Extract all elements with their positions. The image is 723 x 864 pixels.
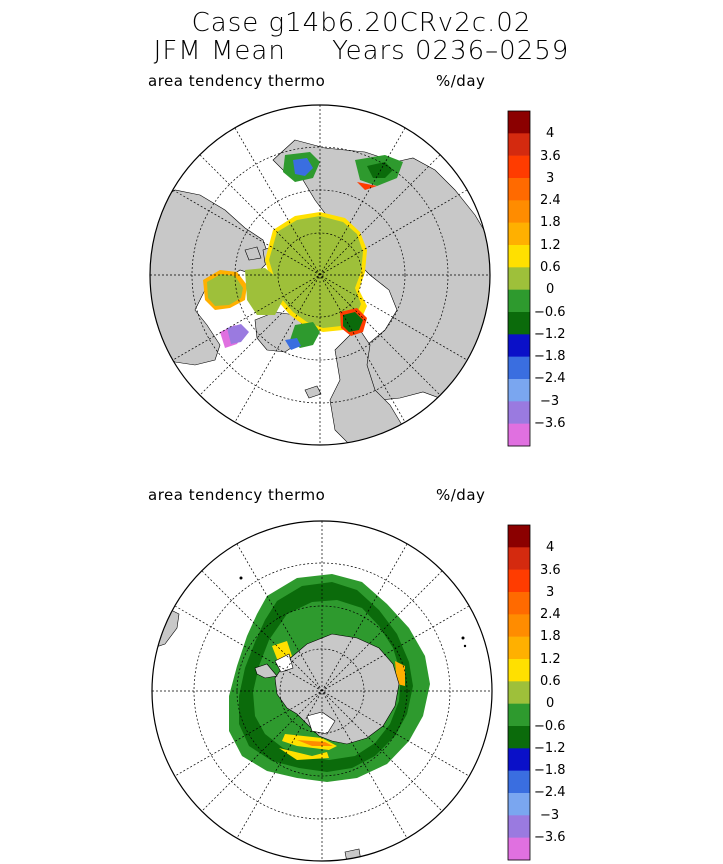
south-cb-label-6: 0.6 (540, 674, 561, 689)
north-cb-label-1: 3.6 (540, 149, 561, 164)
north-colorbar-swatch (508, 200, 530, 223)
north-field-label: area tendency thermo (148, 72, 326, 90)
north-colorbar-swatch (508, 245, 530, 268)
north-cb-label-9: −1.2 (534, 327, 566, 342)
title-line-1: Case g14b6.20CRv2c.02 (191, 8, 532, 38)
north-colorbar-swatch (508, 312, 530, 335)
north-polar-map (149, 104, 491, 446)
south-cb-label-1: 3.6 (540, 563, 561, 578)
north-cb-label-13: −3.6 (534, 416, 566, 431)
north-cb-label-10: −1.8 (534, 349, 566, 364)
south-colorbar-swatch (508, 681, 530, 704)
south-colorbar-swatch (508, 659, 530, 682)
south-colorbar-swatch (508, 703, 530, 727)
south-colorbar-swatch (508, 614, 530, 637)
south-graticule (152, 521, 492, 861)
north-colorbar-swatch (508, 222, 530, 246)
north-graticule (150, 105, 490, 445)
north-cb-label-4: 1.8 (540, 215, 561, 230)
north-colorbar-swatch (508, 356, 530, 380)
south-colorbar-swatch (508, 815, 530, 838)
south-cb-label-5: 1.2 (540, 652, 561, 667)
north-units-label: %/day (436, 72, 486, 90)
north-colorbar-swatch (508, 133, 530, 156)
north-colorbar-swatch (508, 111, 530, 134)
south-field-label: area tendency thermo (148, 486, 326, 504)
north-colorbar-swatch (508, 401, 530, 424)
south-colorbar-swatch (508, 525, 530, 548)
south-cb-label-9: −1.2 (534, 741, 566, 756)
south-colorbar-swatch (508, 837, 530, 861)
north-cb-label-3: 2.4 (540, 193, 561, 208)
north-cb-label-0: 4 (546, 126, 554, 141)
north-colorbar-swatch (508, 178, 530, 201)
north-cb-label-8: −0.6 (534, 305, 566, 320)
north-colorbar-swatch (508, 289, 530, 313)
north-cb-label-5: 1.2 (540, 238, 561, 253)
south-colorbar-swatch (508, 748, 530, 771)
north-colorbar-swatch (508, 267, 530, 290)
north-cb-label-6: 0.6 (540, 260, 561, 275)
south-cb-label-13: −3.6 (534, 830, 566, 845)
south-colorbar-swatch (508, 770, 530, 794)
north-colorbar-swatch (508, 155, 530, 179)
north-colorbar-swatch (508, 379, 530, 402)
south-units-label: %/day (436, 486, 486, 504)
south-colorbar-swatch (508, 547, 530, 570)
south-cb-label-12: −3 (540, 808, 559, 823)
north-ice-field (203, 152, 403, 350)
south-cb-label-0: 4 (546, 540, 554, 555)
north-colorbar-swatch (508, 423, 530, 447)
north-cb-label-11: −2.4 (534, 371, 566, 386)
south-cb-label-3: 2.4 (540, 607, 561, 622)
south-colorbar-swatch (508, 592, 530, 615)
north-colorbar-swatch (508, 334, 530, 357)
north-cb-label-2: 3 (546, 171, 554, 186)
south-colorbar-swatch (508, 569, 530, 593)
north-cb-label-7: 0 (546, 282, 554, 297)
south-cb-label-7: 0 (546, 696, 554, 711)
south-polar-map (151, 520, 493, 862)
south-colorbar-swatch (508, 636, 530, 660)
south-colorbar: 4 3.6 3 2.4 1.8 1.2 0.6 0 −0.6 −1.2 −1.8… (507, 524, 566, 861)
south-cb-label-10: −1.8 (534, 763, 566, 778)
south-colorbar-swatch (508, 726, 530, 749)
north-cb-label-12: −3 (540, 394, 559, 409)
south-cb-label-8: −0.6 (534, 719, 566, 734)
south-cb-label-11: −2.4 (534, 785, 566, 800)
north-colorbar: 4 3.6 3 2.4 1.8 1.2 0.6 0 −0.6 −1.2 −1.8… (507, 110, 566, 447)
south-colorbar-swatch (508, 793, 530, 816)
south-cb-label-2: 3 (546, 585, 554, 600)
title-line-2: JFM Mean Years 0236–0259 (153, 36, 570, 66)
south-cb-label-4: 1.8 (540, 629, 561, 644)
